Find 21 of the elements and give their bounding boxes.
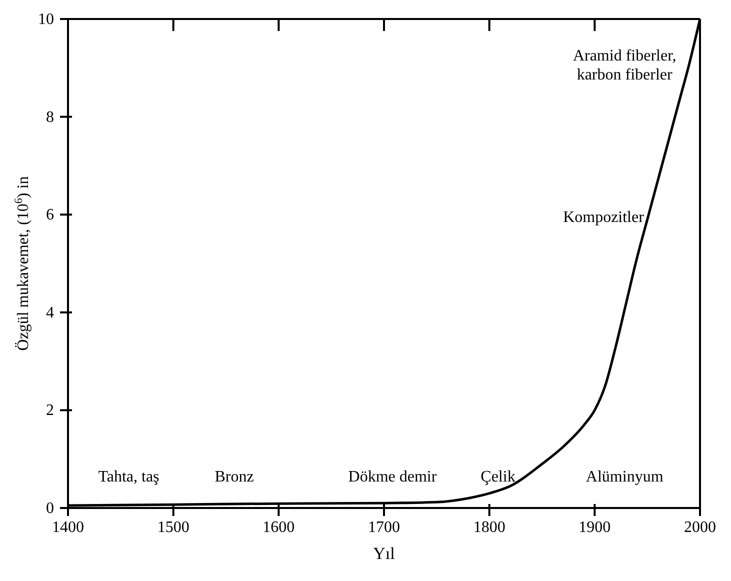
y-tick-label: 0 — [46, 500, 54, 517]
x-tick-label: 1700 — [368, 519, 400, 536]
annotation: Tahta, taş — [98, 468, 160, 486]
annotation: Bronz — [214, 468, 254, 486]
y-tick-label: 10 — [38, 11, 54, 28]
x-tick-label: 2000 — [684, 519, 716, 536]
x-tick-label: 1500 — [157, 519, 190, 536]
annotation: Alüminyum — [586, 468, 664, 486]
x-tick-label: 1800 — [473, 519, 506, 536]
x-axis-title: Yıl — [373, 544, 396, 563]
x-tick-label: 1400 — [52, 519, 84, 536]
annotation: Dökme demir — [348, 468, 438, 486]
annotation: Aramid fiberler, karbon fiberler — [572, 47, 676, 84]
annotation: Kompozitler — [563, 209, 645, 226]
y-tick-label: 6 — [46, 206, 54, 224]
annotation: Çelik — [480, 468, 516, 486]
x-tick-label: 1900 — [578, 519, 611, 536]
y-tick-label: 4 — [46, 304, 54, 322]
x-tick-label: 1600 — [262, 519, 295, 536]
y-tick-label: 8 — [46, 108, 54, 126]
y-tick-label: 2 — [46, 402, 54, 420]
